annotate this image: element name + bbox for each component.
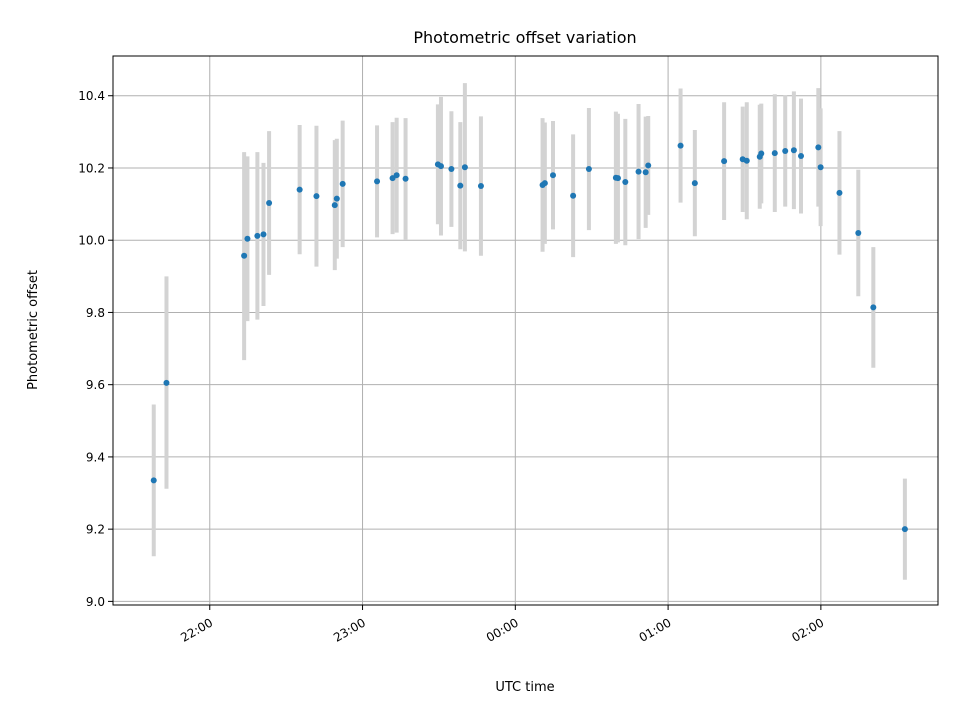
data-point [815,144,822,151]
grid [113,56,938,605]
data-point [244,235,251,242]
data-point [743,157,750,164]
data-point [541,180,548,187]
y-tick-label: 9.6 [86,378,105,392]
data-point [790,147,797,154]
data-point [901,526,908,533]
data-point [374,178,381,185]
data-point [855,229,862,236]
data-point [570,192,577,199]
y-tick-label: 9.8 [86,306,105,320]
data-point [585,166,592,173]
data-point [645,162,652,169]
data-point [870,304,877,311]
y-tick-label: 9.0 [86,595,105,609]
data-point [817,164,824,171]
y-axis-ticks: 9.0 9.2 9.4 9.6 9.8 10.0 10.2 10.4 [78,89,113,609]
data-point [691,180,698,187]
data-point [635,168,642,175]
y-tick-label: 9.4 [86,450,105,464]
data-point [721,158,728,165]
data-point [622,179,629,186]
data-point [150,477,157,484]
data-point [550,172,556,179]
data-point [614,175,621,182]
data-points [150,142,908,533]
data-point [758,150,765,157]
data-point [241,252,248,259]
y-tick-label: 10.4 [78,89,105,103]
data-point [798,153,805,160]
data-point [677,142,684,149]
data-point [163,379,170,386]
data-point [477,183,484,190]
data-point [836,189,843,196]
data-point [266,200,273,207]
data-point [771,150,778,157]
data-point [339,180,346,187]
data-point [254,232,261,239]
plot-frame [112,55,939,606]
y-axis-label: Photometric offset [26,270,41,390]
data-point [461,164,468,171]
x-axis-label: UTC time [495,680,554,695]
data-point [296,186,303,193]
data-point [642,169,649,176]
y-tick-label: 10.0 [78,234,105,248]
data-point [393,172,400,179]
data-point [437,163,444,170]
data-point [260,231,267,238]
data-point [782,147,789,154]
data-point [402,175,409,182]
y-tick-label: 10.2 [78,161,105,175]
y-tick-label: 9.2 [86,523,105,537]
data-point [448,166,455,173]
data-point [333,195,340,202]
data-point [457,182,464,189]
data-point [313,193,320,200]
chart-title: Photometric offset variation [413,28,636,47]
data-point [331,202,338,209]
